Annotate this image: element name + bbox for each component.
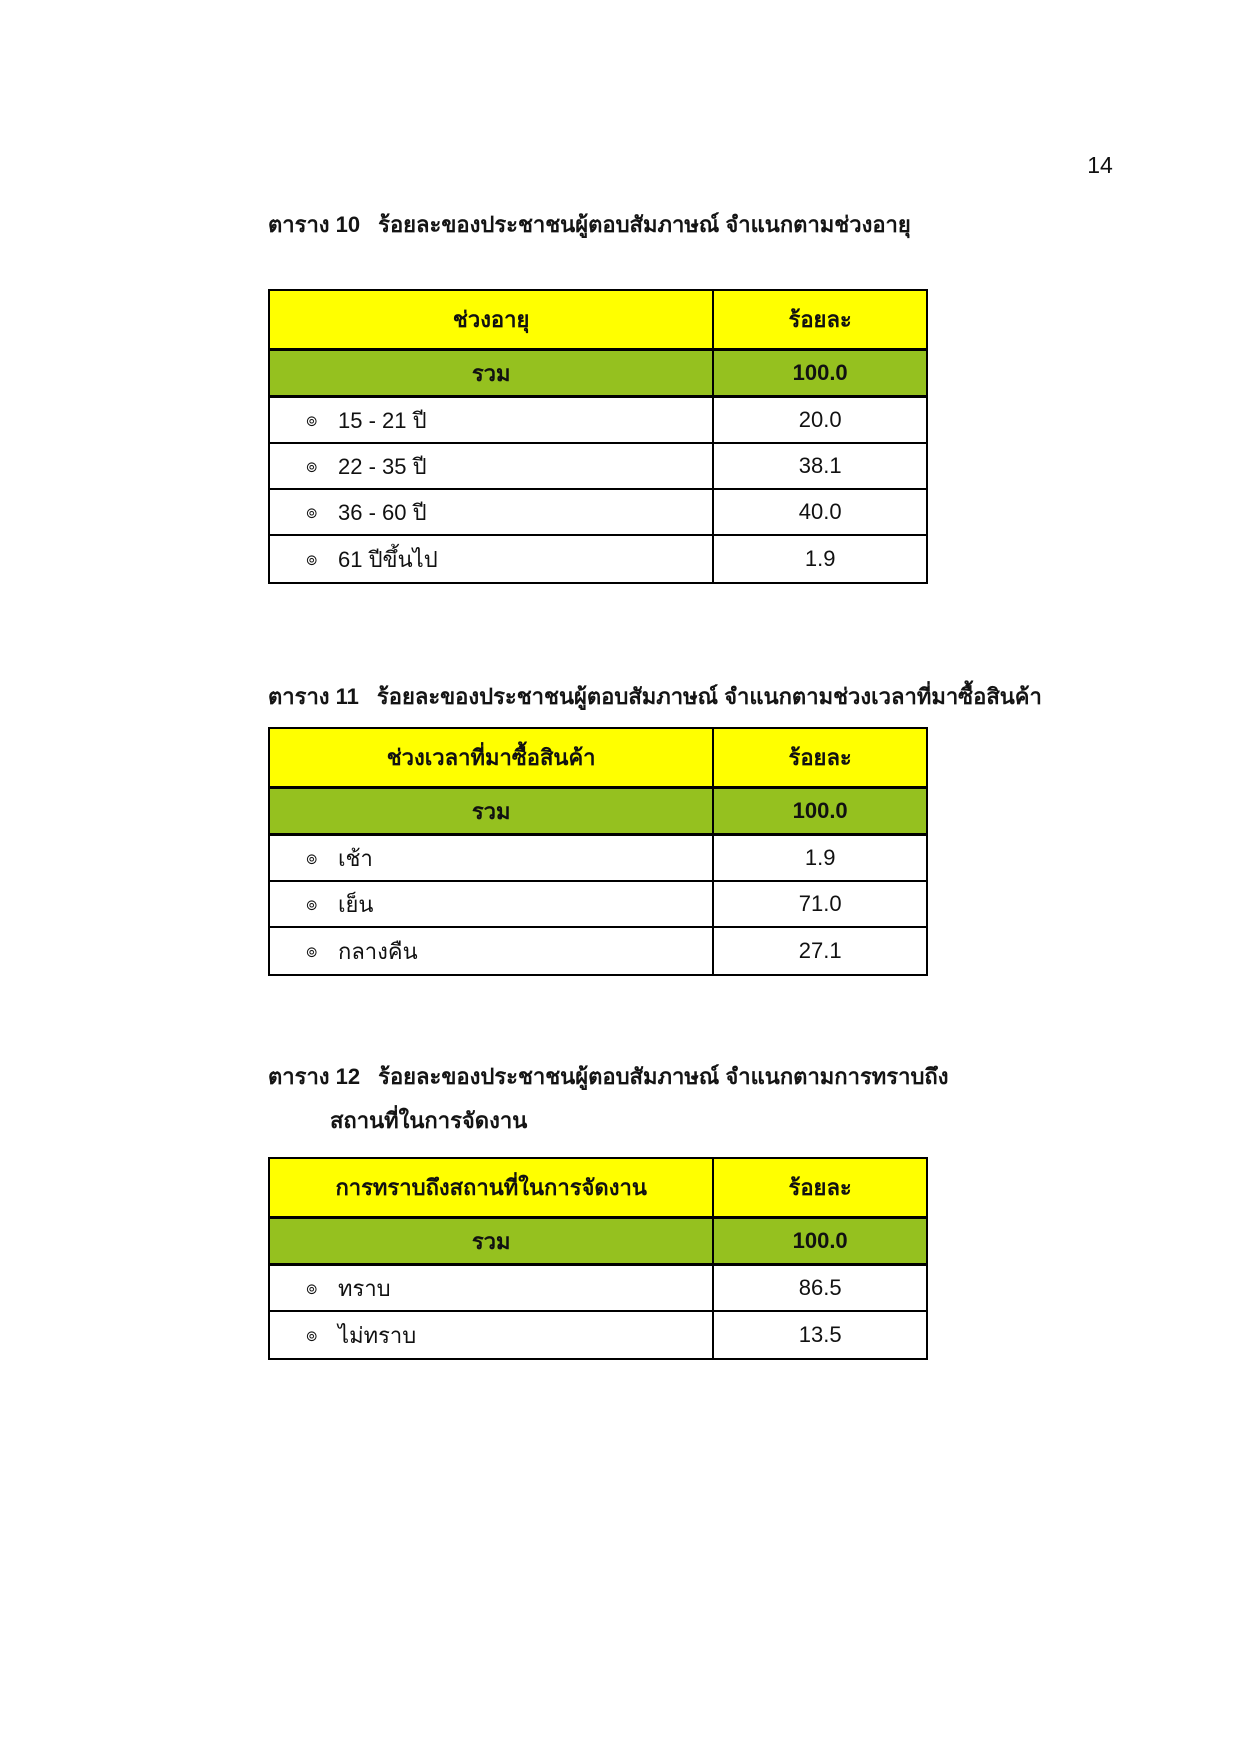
row-value: 71.0 xyxy=(798,891,842,916)
row-label-cell: ๏ 15 - 21 ปี xyxy=(270,398,715,442)
row-label: 15 - 21 ปี xyxy=(338,407,427,433)
bullet-icon: ๏ xyxy=(306,502,318,523)
table-11-title-text: ร้อยละของประชาชนผู้ตอบสัมภาษณ์ จำแนกตามช… xyxy=(376,684,1042,709)
row-label: 36 - 60 ปี xyxy=(338,499,427,525)
row-label-cell: ๏ 22 - 35 ปี xyxy=(270,444,715,488)
row-label-cell: ๏ 61 ปีขึ้นไป xyxy=(270,536,715,582)
row-label-cell: ๏ 36 - 60 ปี xyxy=(270,490,715,534)
table-11-title: ตาราง 11 ร้อยละของประชาชนผู้ตอบสัมภาษณ์ … xyxy=(268,682,1042,712)
row-value: 40.0 xyxy=(798,499,842,524)
bullet-icon: ๏ xyxy=(306,456,318,477)
bullet-icon: ๏ xyxy=(306,410,318,431)
bullet-icon: ๏ xyxy=(306,1325,318,1346)
row-value: 27.1 xyxy=(798,938,842,963)
table-10-body: ๏ 15 - 21 ปี 20.0 ๏ 22 - 35 ปี 38.1 ๏ 36 - 60 ป… xyxy=(270,398,926,582)
table-row: ๏ 36 - 60 ปี 40.0 xyxy=(270,490,926,536)
table-row: ๏ 15 - 21 ปี 20.0 xyxy=(270,398,926,444)
table-12-title: ตาราง 12 ร้อยละของประชาชนผู้ตอบสัมภาษณ์ … xyxy=(268,1062,949,1092)
table-10-col1-header: ช่วงอายุ xyxy=(270,291,715,348)
table-12-col2-header: ร้อยละ xyxy=(788,1175,852,1200)
row-label: ไม่ทราบ xyxy=(338,1322,417,1348)
row-value: 1.9 xyxy=(804,546,836,571)
row-label: เช้า xyxy=(338,845,373,871)
bullet-icon: ๏ xyxy=(306,549,318,570)
row-value: 1.9 xyxy=(804,845,836,870)
row-value: 20.0 xyxy=(798,407,842,432)
table-10-col2-header: ร้อยละ xyxy=(788,307,852,332)
table-12-title-line2: สถานที่ในการจัดงาน xyxy=(330,1108,528,1133)
table-10-total-row: รวม 100.0 xyxy=(270,351,926,398)
table-11-col1-header: ช่วงเวลาที่มาซื้อสินค้า xyxy=(270,729,715,786)
table-11-total-label: รวม xyxy=(270,789,715,833)
table-row: ๏ 61 ปีขึ้นไป 1.9 xyxy=(270,536,926,582)
row-label: ทราบ xyxy=(338,1275,391,1301)
table-11-header-row: ช่วงเวลาที่มาซื้อสินค้า ร้อยละ xyxy=(270,729,926,789)
bullet-icon: ๏ xyxy=(306,848,318,869)
row-value: 86.5 xyxy=(798,1275,842,1300)
table-12-total-value: 100.0 xyxy=(792,1228,848,1253)
table-row: ๏ 22 - 35 ปี 38.1 xyxy=(270,444,926,490)
table-12-col1-header: การทราบถึงสถานที่ในการจัดงาน xyxy=(270,1159,715,1216)
row-value: 38.1 xyxy=(798,453,842,478)
row-label-cell: ๏ เย็น xyxy=(270,882,715,926)
table-row: ๏ ไม่ทราบ 13.5 xyxy=(270,1312,926,1358)
row-value: 13.5 xyxy=(798,1322,842,1347)
bullet-icon: ๏ xyxy=(306,941,318,962)
row-label-cell: ๏ กลางคืน xyxy=(270,928,715,974)
table-12-title-text: ร้อยละของประชาชนผู้ตอบสัมภาษณ์ จำแนกตามก… xyxy=(378,1064,949,1089)
row-label: 61 ปีขึ้นไป xyxy=(338,546,438,572)
table-10-title-label: ตาราง 10 xyxy=(268,212,361,237)
table-10-title-text: ร้อยละของประชาชนผู้ตอบสัมภาษณ์ จำแนกตามช… xyxy=(378,212,911,237)
table-12-title-label: ตาราง 12 xyxy=(268,1064,361,1089)
table-11-total-value: 100.0 xyxy=(792,798,848,823)
table-11-total-row: รวม 100.0 xyxy=(270,789,926,836)
table-12-body: ๏ทราบ 86.5 ๏ไม่ทราบ 13.5 xyxy=(270,1266,926,1358)
table-12-total-label: รวม xyxy=(270,1219,715,1263)
table-12: การทราบถึงสถานที่ในการจัดงาน ร้อยละ รวม … xyxy=(268,1157,928,1360)
row-label: กลางคืน xyxy=(338,938,418,964)
table-row: ๏ ทราบ 86.5 xyxy=(270,1266,926,1312)
table-11-title-label: ตาราง 11 xyxy=(268,684,359,709)
row-label-cell: ๏ ไม่ทราบ xyxy=(270,1312,715,1358)
table-11: ช่วงเวลาที่มาซื้อสินค้า ร้อยละ รวม 100.0… xyxy=(268,727,928,976)
row-label-cell: ๏ ทราบ xyxy=(270,1266,715,1310)
table-10: ช่วงอายุ ร้อยละ รวม 100.0 ๏ 15 - 21 ปี 20.… xyxy=(268,289,928,584)
table-12-header-row: การทราบถึงสถานที่ในการจัดงาน ร้อยละ xyxy=(270,1159,926,1219)
table-10-title: ตาราง 10 ร้อยละของประชาชนผู้ตอบสัมภาษณ์ … xyxy=(268,210,911,240)
table-row: ๏ เย็น 71.0 xyxy=(270,882,926,928)
row-label: 22 - 35 ปี xyxy=(338,453,427,479)
table-10-header-row: ช่วงอายุ ร้อยละ xyxy=(270,291,926,351)
table-12-total-row: รวม 100.0 xyxy=(270,1219,926,1266)
table-row: ๏ กลางคืน 27.1 xyxy=(270,928,926,974)
bullet-icon: ๏ xyxy=(306,894,318,915)
page-number: 14 xyxy=(1087,152,1113,178)
table-11-col2-header: ร้อยละ xyxy=(788,745,852,770)
table-row: ๏ เช้า 1.9 xyxy=(270,836,926,882)
table-10-total-label: รวม xyxy=(270,351,715,395)
table-10-total-value: 100.0 xyxy=(792,360,848,385)
bullet-icon: ๏ xyxy=(306,1278,318,1299)
row-label-cell: ๏ เช้า xyxy=(270,836,715,880)
table-11-body: ๏เช้า 1.9 ๏เย็น 71.0 ๏กลางคืน 27.1 xyxy=(270,836,926,974)
row-label: เย็น xyxy=(338,891,374,917)
